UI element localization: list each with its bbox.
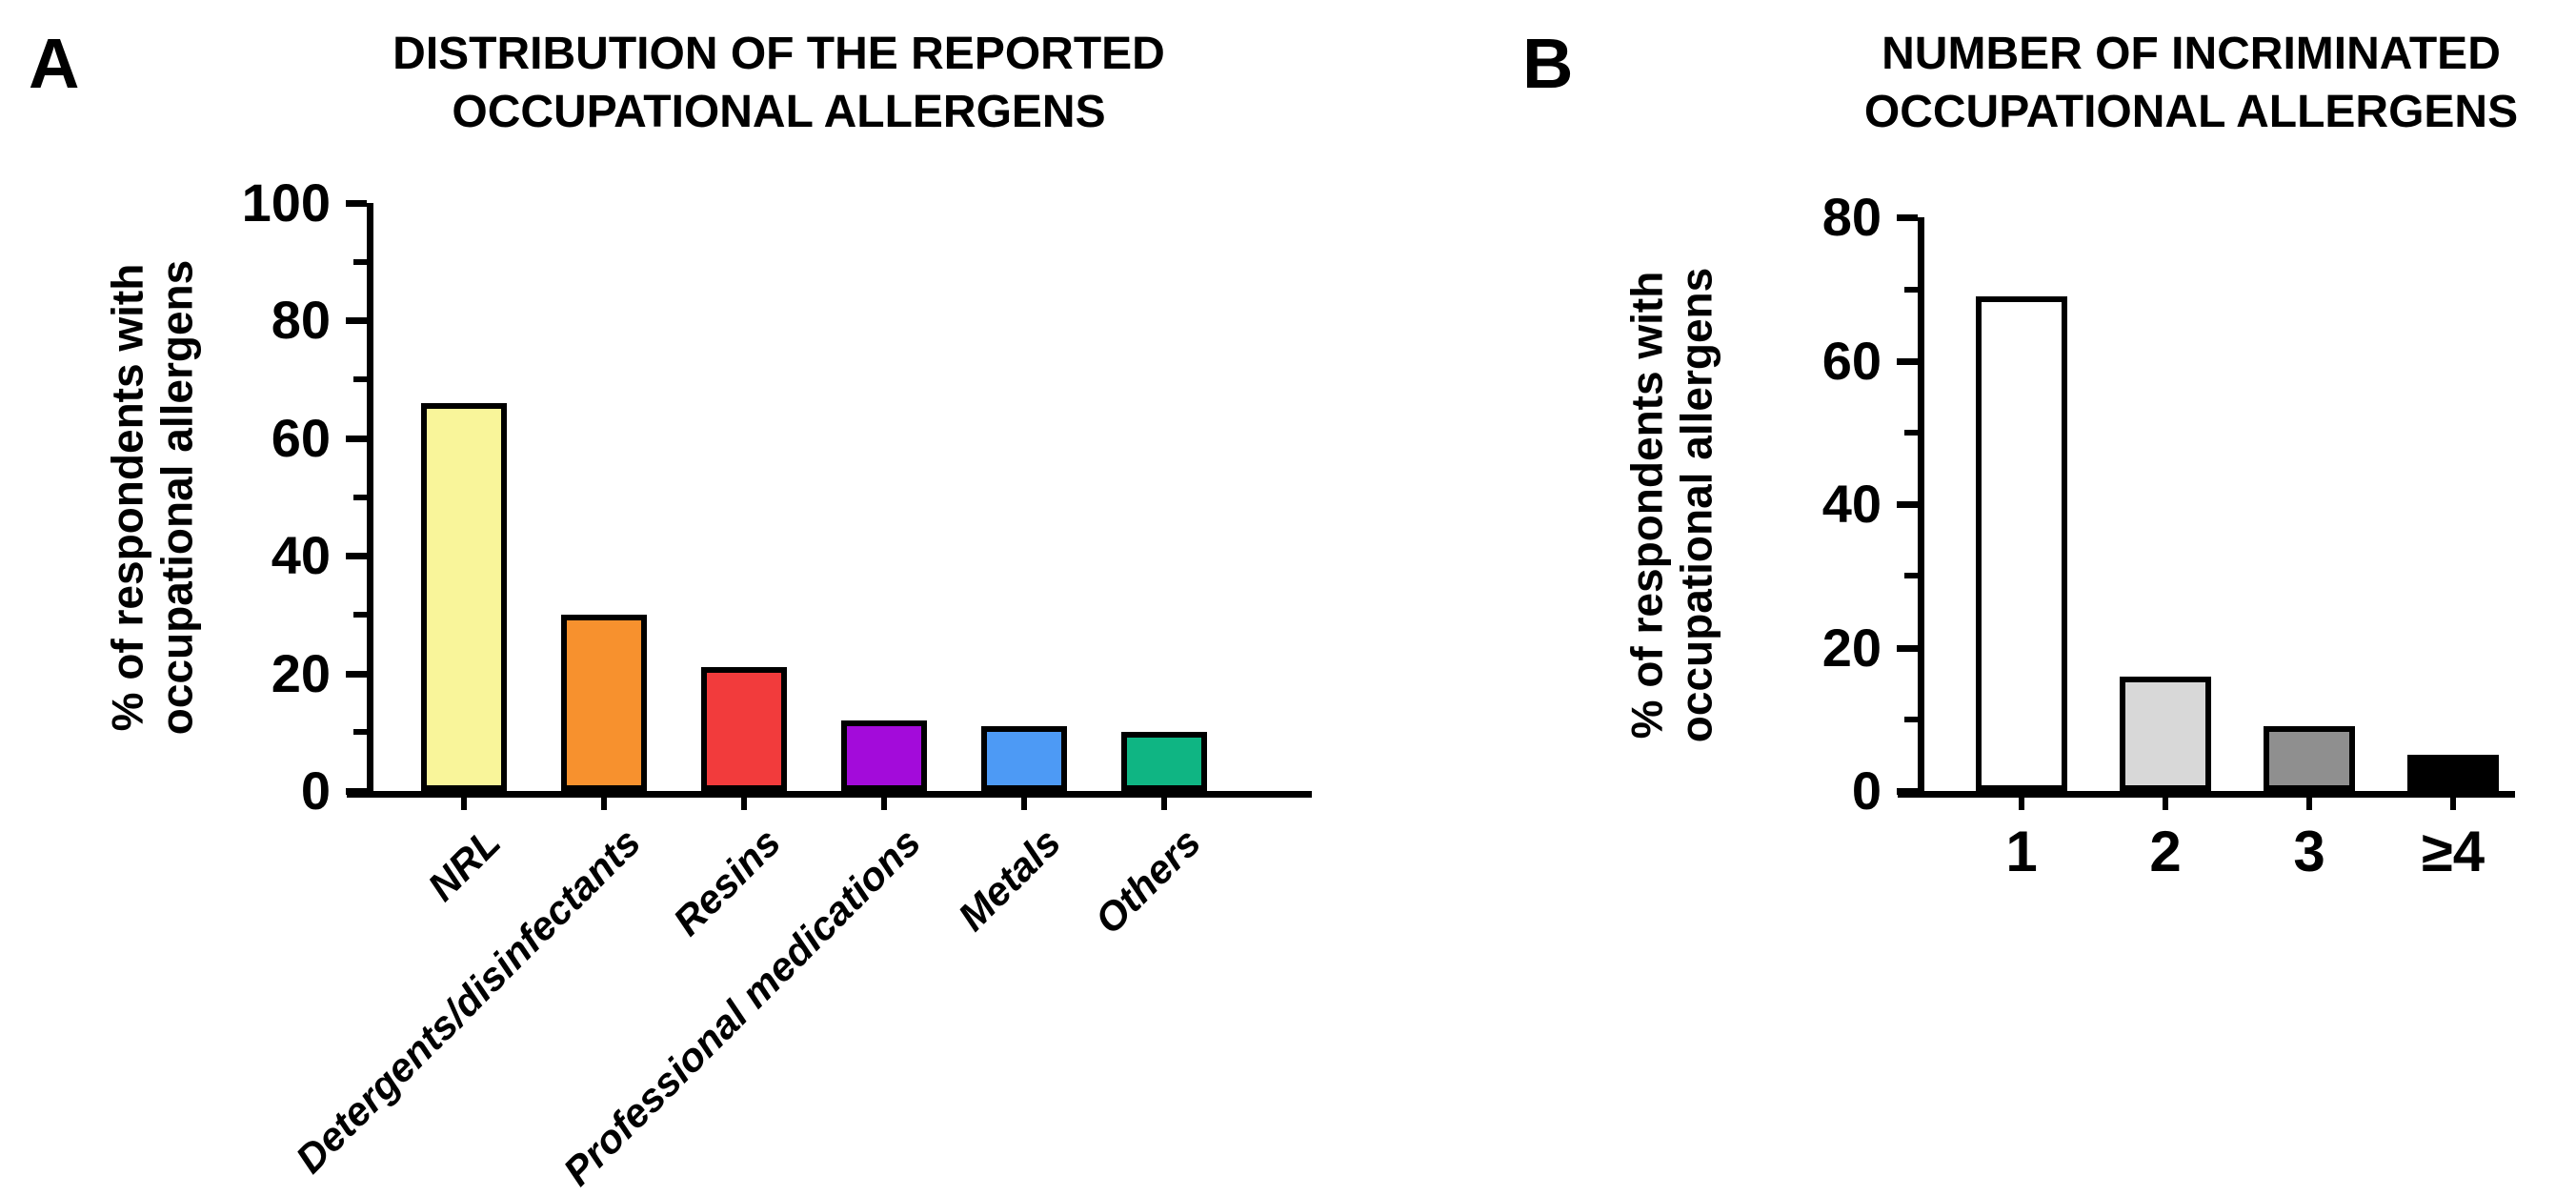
y-major-tick xyxy=(346,200,367,207)
bar-3 xyxy=(2264,726,2355,791)
panel-a-title-line-2: OCCUPATIONAL ALLERGENS xyxy=(452,87,1106,138)
bar-Detergents/disinfectants xyxy=(561,614,647,791)
bar-x-tick xyxy=(881,798,887,810)
bar-x-tick xyxy=(1021,798,1027,810)
y-axis-line xyxy=(367,203,373,798)
panel-a-title: DISTRIBUTION OF THE REPORTED OCCUPATIONA… xyxy=(348,25,1210,142)
y-major-tick xyxy=(346,788,367,795)
bar-x-tick xyxy=(601,798,607,810)
panel-a-letter: A xyxy=(29,24,80,103)
y-tick-label: 60 xyxy=(271,407,331,468)
y-minor-tick xyxy=(1904,286,1918,293)
y-axis-line xyxy=(1918,217,1924,798)
bar-Others xyxy=(1121,732,1207,791)
y-minor-tick xyxy=(1904,716,1918,722)
y-minor-tick xyxy=(1904,573,1918,579)
x-category-label: ≥4 xyxy=(2421,820,2485,883)
bar-x-tick xyxy=(2450,798,2456,810)
y-tick-label: 20 xyxy=(271,642,331,703)
y-tick-label: 100 xyxy=(241,172,331,233)
y-tick-label: 60 xyxy=(1821,330,1882,391)
bar-x-tick xyxy=(2019,798,2024,810)
y-minor-tick xyxy=(353,376,367,383)
y-major-tick xyxy=(346,553,367,560)
x-category-label: 3 xyxy=(2293,820,2325,883)
y-major-tick xyxy=(346,317,367,325)
x-category-label: 1 xyxy=(2005,820,2038,883)
bar-NRL xyxy=(421,402,507,791)
bar-≥4 xyxy=(2407,755,2499,791)
bar-x-tick xyxy=(741,798,747,810)
y-major-tick xyxy=(1897,357,1918,365)
panel-b-title: NUMBER OF INCRIMINATED OCCUPATIONAL ALLE… xyxy=(1829,25,2553,142)
y-major-tick xyxy=(346,670,367,678)
y-tick-label: 0 xyxy=(300,760,331,821)
panel-b-title-line-1: NUMBER OF INCRIMINATED xyxy=(1882,29,2501,79)
bar-Professional medications xyxy=(841,720,927,791)
panel-b-title-line-2: OCCUPATIONAL ALLERGENS xyxy=(1863,87,2519,138)
y-minor-tick xyxy=(353,494,367,500)
y-tick-label: 40 xyxy=(271,525,331,586)
bar-x-tick xyxy=(2163,798,2168,810)
panel-a-title-line-1: DISTRIBUTION OF THE REPORTED xyxy=(392,29,1165,79)
x-axis-line xyxy=(1898,791,2515,798)
y-minor-tick xyxy=(353,258,367,265)
y-minor-tick xyxy=(353,729,367,736)
y-major-tick xyxy=(1897,501,1918,509)
y-major-tick xyxy=(1897,644,1918,652)
bar-x-tick xyxy=(1161,798,1167,810)
x-category-label: 2 xyxy=(2149,820,2182,883)
y-major-tick xyxy=(346,435,367,442)
y-tick-label: 20 xyxy=(1821,617,1882,678)
y-major-tick xyxy=(1897,788,1918,795)
panel-b-letter: B xyxy=(1522,24,1574,103)
y-minor-tick xyxy=(353,611,367,618)
bar-2 xyxy=(2120,676,2211,791)
bar-Metals xyxy=(981,726,1067,791)
y-tick-label: 0 xyxy=(1851,760,1882,821)
bar-x-tick xyxy=(461,798,467,810)
y-tick-label: 80 xyxy=(1821,187,1882,248)
bar-1 xyxy=(1976,296,2067,791)
x-axis-line xyxy=(347,791,1312,798)
bar-Resins xyxy=(701,667,787,791)
bar-x-tick xyxy=(2306,798,2312,810)
y-major-tick xyxy=(1897,214,1918,222)
y-tick-label: 80 xyxy=(271,290,331,351)
y-tick-label: 40 xyxy=(1821,474,1882,535)
y-minor-tick xyxy=(1904,430,1918,436)
